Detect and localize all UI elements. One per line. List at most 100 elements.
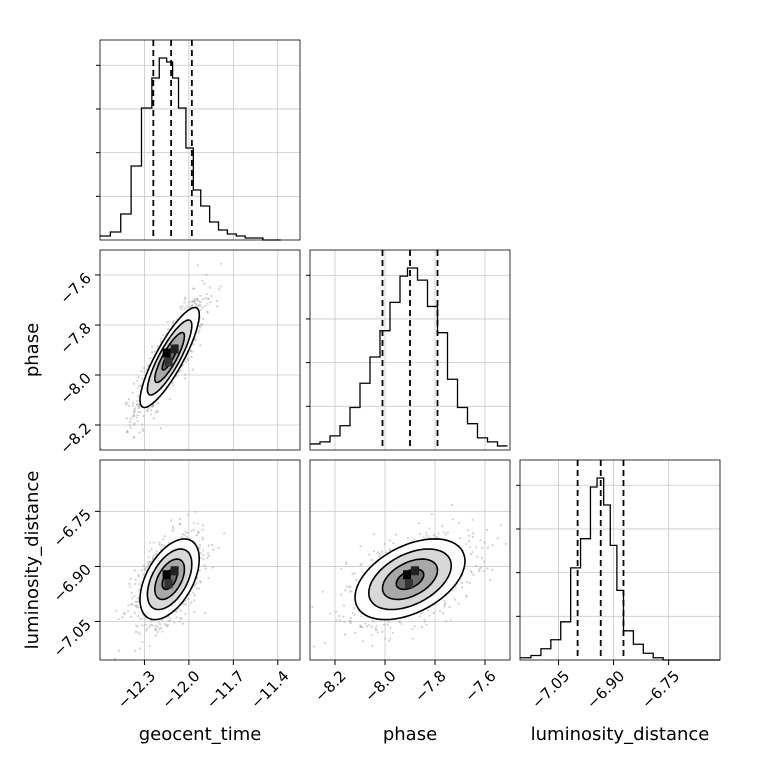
scatter-point xyxy=(202,558,205,561)
scatter-point xyxy=(194,583,197,587)
scatter-point xyxy=(446,531,449,534)
scatter-point xyxy=(483,541,486,544)
scatter-point xyxy=(137,403,141,406)
scatter-point xyxy=(192,343,195,346)
scatter-point xyxy=(192,599,196,602)
scatter-point xyxy=(178,523,181,526)
scatter-point xyxy=(136,597,140,600)
scatter-point xyxy=(468,581,471,584)
scatter-point xyxy=(126,610,130,613)
scatter-point xyxy=(199,304,202,307)
scatter-point xyxy=(174,610,178,613)
scatter-point xyxy=(129,603,133,606)
scatter-point xyxy=(147,555,150,558)
x-axis-label-luminosity_distance: luminosity_distance xyxy=(531,724,710,745)
scatter-point xyxy=(478,567,481,571)
scatter-point xyxy=(459,536,462,540)
scatter-point xyxy=(381,630,384,633)
scatter-point xyxy=(166,623,169,626)
density-core xyxy=(162,566,179,589)
scatter-point xyxy=(133,410,136,413)
scatter-point xyxy=(159,340,162,343)
scatter-point xyxy=(179,609,183,612)
scatter-point xyxy=(428,614,431,617)
scatter-point xyxy=(200,323,204,326)
scatter-point xyxy=(223,532,226,535)
scatter-point xyxy=(163,622,166,626)
scatter-point xyxy=(201,524,205,527)
scatter-point xyxy=(457,602,460,605)
x-tick-label-geocent_time: −12.0 xyxy=(158,667,203,712)
scatter-point xyxy=(148,550,151,553)
x-axis-label-phase: phase xyxy=(383,724,437,745)
scatter-point xyxy=(128,585,131,588)
scatter-point xyxy=(149,623,153,626)
scatter-point xyxy=(476,555,479,558)
x-tick-label-luminosity_distance: −6.90 xyxy=(583,667,628,712)
scatter-point xyxy=(191,300,194,304)
scatter-point xyxy=(365,625,368,628)
scatter-point xyxy=(481,556,484,559)
y-tick-label-luminosity_distance: −6.90 xyxy=(50,561,95,606)
scatter-point xyxy=(133,407,137,410)
scatter-point xyxy=(364,622,367,625)
joint-panel-geocent_time_vs_phase xyxy=(99,249,301,451)
scatter-point xyxy=(147,364,150,367)
scatter-point xyxy=(141,377,144,380)
density-cell xyxy=(162,570,171,580)
scatter-point xyxy=(432,611,435,615)
joint-plot-area xyxy=(100,262,222,450)
scatter-point xyxy=(141,617,144,620)
scatter-point xyxy=(413,625,416,628)
scatter-point xyxy=(217,546,220,549)
scatter-point xyxy=(131,597,134,600)
scatter-point xyxy=(138,617,142,621)
scatter-point xyxy=(311,605,314,609)
scatter-point xyxy=(472,573,475,577)
density-cell xyxy=(162,348,171,358)
scatter-point xyxy=(138,632,141,636)
scatter-point xyxy=(189,349,192,352)
scatter-point xyxy=(338,619,342,622)
scatter-point xyxy=(126,429,129,432)
x-tick-label-geocent_time: −11.4 xyxy=(247,667,292,712)
scatter-point xyxy=(441,611,445,615)
scatter-point xyxy=(398,620,402,623)
scatter-point xyxy=(191,303,194,306)
scatter-point xyxy=(198,543,202,547)
scatter-point xyxy=(187,597,190,601)
scatter-point xyxy=(207,544,210,547)
scatter-point xyxy=(127,604,130,607)
scatter-point xyxy=(359,624,362,627)
scatter-point xyxy=(169,617,172,620)
scatter-point xyxy=(219,262,222,265)
scatter-point xyxy=(215,299,219,302)
scatter-point xyxy=(126,401,129,404)
scatter-point xyxy=(425,531,428,535)
scatter-point xyxy=(383,542,386,546)
scatter-point xyxy=(471,518,474,521)
scatter-point xyxy=(157,401,160,404)
scatter-point xyxy=(196,264,199,267)
scatter-point xyxy=(200,556,203,559)
scatter-point xyxy=(345,585,349,588)
scatter-point xyxy=(133,611,136,615)
scatter-point xyxy=(150,547,153,551)
scatter-point xyxy=(499,524,502,527)
scatter-point xyxy=(184,530,188,533)
scatter-point xyxy=(345,560,348,564)
scatter-point xyxy=(195,587,198,590)
scatter-point xyxy=(134,604,137,607)
scatter-point xyxy=(133,595,136,598)
scatter-point xyxy=(159,427,163,430)
scatter-point xyxy=(203,564,206,567)
scatter-point xyxy=(206,311,210,314)
scatter-point xyxy=(195,299,198,302)
scatter-point xyxy=(148,625,151,628)
scatter-point xyxy=(206,302,209,305)
scatter-point xyxy=(198,299,201,303)
scatter-point xyxy=(321,590,324,593)
scatter-point xyxy=(201,549,204,552)
scatter-point xyxy=(450,503,453,507)
